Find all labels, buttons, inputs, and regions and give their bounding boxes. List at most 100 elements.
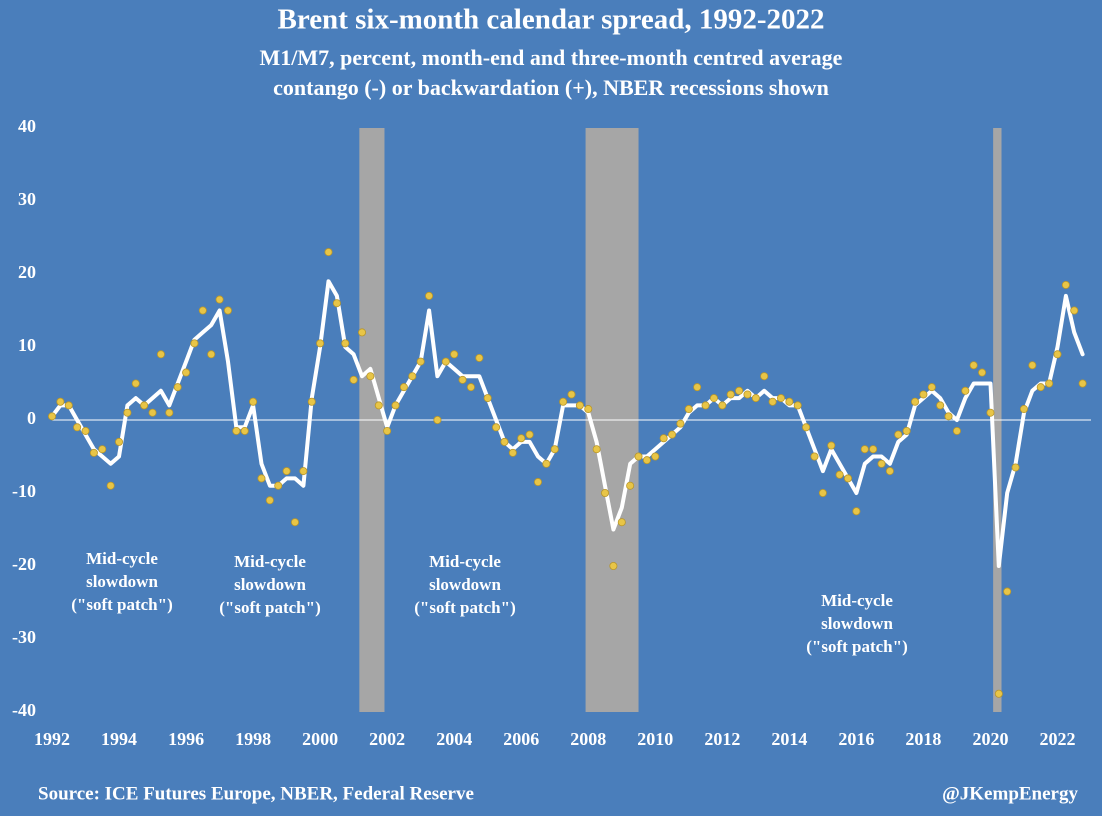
month-end-point [48, 412, 57, 421]
annotation: ("soft patch") [806, 637, 908, 656]
month-end-point [316, 339, 325, 348]
month-end-point [492, 423, 501, 432]
month-end-point [391, 401, 400, 410]
month-end-point [1003, 587, 1012, 596]
month-end-point [383, 426, 392, 435]
month-end-point [56, 397, 65, 406]
month-end-point [307, 397, 316, 406]
month-end-point [793, 401, 802, 410]
x-tick-label: 2010 [637, 729, 673, 749]
annotation: ("soft patch") [71, 595, 173, 614]
month-end-point [73, 423, 82, 432]
x-tick-label: 2018 [905, 729, 941, 749]
y-tick-label: 30 [18, 189, 36, 209]
month-end-point [642, 456, 651, 465]
month-end-point [575, 401, 584, 410]
source-note: Source: ICE Futures Europe, NBER, Federa… [38, 783, 474, 804]
month-end-point [450, 350, 459, 359]
month-end-point [399, 383, 408, 392]
month-end-point [609, 562, 618, 571]
month-end-point [1061, 280, 1070, 289]
month-end-point [994, 689, 1003, 698]
month-end-point [148, 408, 157, 417]
month-end-point [860, 445, 869, 454]
month-end-point [140, 401, 149, 410]
month-end-point [802, 423, 811, 432]
month-end-point [341, 339, 350, 348]
month-end-point [223, 306, 232, 315]
month-end-point [827, 441, 836, 450]
month-end-point [768, 397, 777, 406]
month-end-point [517, 434, 526, 443]
month-end-point [198, 306, 207, 315]
month-end-point [760, 372, 769, 381]
month-end-point [433, 415, 442, 424]
month-end-point [332, 299, 341, 308]
month-end-point [852, 507, 861, 516]
chart-subtitle: contango (-) or backwardation (+), NBER … [273, 75, 829, 100]
month-end-point [165, 408, 174, 417]
annotation: slowdown [429, 575, 501, 594]
month-end-point [634, 452, 643, 461]
chart-subtitle: M1/M7, percent, month-end and three-mont… [260, 45, 843, 70]
month-end-point [911, 397, 920, 406]
credit: @JKempEnergy [942, 783, 1078, 804]
month-end-point [952, 426, 961, 435]
y-tick-label: -30 [12, 627, 36, 647]
month-end-point [894, 430, 903, 439]
month-end-point [265, 496, 274, 505]
month-end-point [626, 481, 635, 490]
annotation: Mid-cycle [86, 549, 158, 568]
x-tick-label: 2000 [302, 729, 338, 749]
annotation: slowdown [86, 572, 158, 591]
annotation: slowdown [821, 614, 893, 633]
month-end-point [969, 361, 978, 370]
chart-title: Brent six-month calendar spread, 1992-20… [278, 4, 825, 36]
month-end-point [751, 394, 760, 403]
x-tick-label: 2020 [972, 729, 1008, 749]
y-tick-label: 0 [27, 408, 36, 428]
month-end-point [944, 412, 953, 421]
month-end-point [182, 368, 191, 377]
month-end-point [743, 390, 752, 399]
x-tick-label: 1994 [101, 729, 137, 749]
month-end-point [726, 390, 735, 399]
month-end-point [810, 452, 819, 461]
y-tick-label: -10 [12, 481, 36, 501]
month-end-point [986, 408, 995, 417]
month-end-point [232, 426, 241, 435]
month-end-point [902, 426, 911, 435]
month-end-point [123, 408, 132, 417]
month-end-point [81, 426, 90, 435]
month-end-point [1036, 383, 1045, 392]
month-end-point [550, 445, 559, 454]
month-end-point [659, 434, 668, 443]
month-end-point [869, 445, 878, 454]
month-end-point [651, 452, 660, 461]
average-line [50, 279, 1085, 568]
month-end-point [735, 386, 744, 395]
month-end-point [567, 390, 576, 399]
month-end-point [844, 474, 853, 483]
month-end-point [961, 386, 970, 395]
month-end-point [936, 401, 945, 410]
x-tick-label: 2002 [369, 729, 405, 749]
month-end-point [676, 419, 685, 428]
month-end-point [408, 372, 417, 381]
month-end-point [64, 401, 73, 410]
month-end-point [776, 394, 785, 403]
y-tick-label: -40 [12, 700, 36, 720]
y-tick-label: 40 [18, 116, 36, 136]
month-end-point [98, 445, 107, 454]
month-end-point [115, 437, 124, 446]
x-tick-label: 1992 [34, 729, 70, 749]
month-end-point [366, 372, 375, 381]
month-end-point [542, 459, 551, 468]
month-end-point [709, 394, 718, 403]
month-end-point [1070, 306, 1079, 315]
month-end-point [525, 430, 534, 439]
month-end-point [601, 488, 610, 497]
x-tick-label: 2014 [771, 729, 807, 749]
